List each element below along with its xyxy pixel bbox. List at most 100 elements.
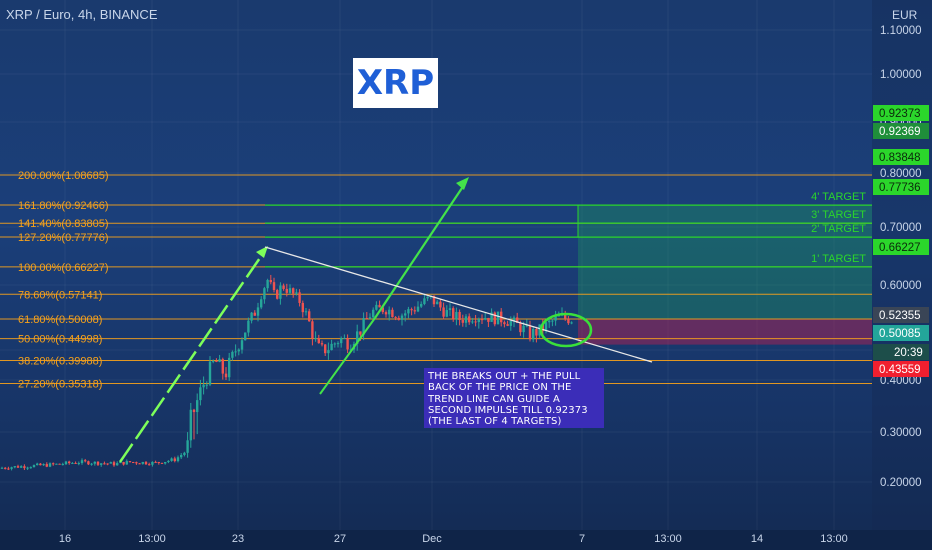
price-tag-text: 0.92369 [879,126,921,138]
arrow-head-icon [456,177,469,190]
candle-body [103,463,106,465]
time-axis-tick: 16 [59,533,71,545]
candle-body [71,462,74,464]
candle-body [295,292,298,294]
candle-body [192,409,196,413]
price-tag[interactable] [873,307,929,323]
time-axis-tick: 14 [751,533,763,545]
first-impulse-arrow[interactable] [118,251,266,463]
candle-body [180,455,183,458]
candle-body [375,304,378,310]
candle-body [359,331,362,335]
time-axis-tick: 27 [334,533,346,545]
candle-body [23,466,26,469]
candle-body [10,467,13,469]
candle-body [439,301,442,308]
price-tag[interactable] [873,344,929,360]
candle-body [167,460,170,462]
price-tag-text: 0.50085 [879,328,921,340]
fib-level-label: 200.00%(1.08685) [18,170,109,182]
candle-body [480,319,484,321]
candle-body [32,465,36,468]
price-axis: 1.100001.000000.900000.800000.700000.600… [872,0,932,530]
candle-body [7,468,10,470]
candle-body [215,360,218,362]
target-price-tag[interactable] [873,239,929,255]
candle-body [0,467,4,469]
price-tag[interactable] [873,123,929,139]
fib-level-label: 100.00%(0.66227) [18,262,109,274]
candle-body [551,320,554,322]
xrp-logo-text: XRP [353,58,438,108]
symbol-info[interactable]: XRP / Euro, 4h, BINANCE [6,7,158,22]
trend-line[interactable] [264,246,653,363]
candle-body [132,462,135,464]
candle-body [109,462,112,464]
pullback-line[interactable] [319,317,376,395]
candle-body [42,464,45,466]
candle-body [55,463,58,465]
target-price-tag[interactable] [873,179,929,195]
candle-body [327,350,330,354]
candle-body [516,317,519,323]
candle-body [400,315,404,320]
price-tag-text: 20:39 [894,347,923,359]
candle-body [106,463,109,465]
candle-body [285,288,288,293]
loss-zone [578,319,872,345]
candle-body [416,306,420,312]
candle-body [218,359,221,362]
analysis-annotation[interactable]: THE BREAKS OUT + THE PULL BACK OF THE PR… [424,368,604,428]
candle-body [567,318,570,324]
candle-body [336,343,340,345]
candle-body [346,338,349,350]
annotation-line: TREND LINE CAN GUIDE A [428,393,560,405]
candle-body [237,349,240,352]
price-tag[interactable] [873,325,929,341]
candle-body [298,292,301,303]
candle-body [151,461,154,465]
candle-body [548,320,551,323]
candle-body [311,321,314,339]
candle-body [224,373,228,378]
candle-body [474,321,477,323]
target-price-tag[interactable] [873,149,929,165]
second-impulse-arrow[interactable] [374,181,467,319]
fib-level-label: 61.80%(0.50008) [18,314,102,326]
candle-body [256,307,260,316]
target-price-tag-text: 0.77736 [879,182,921,194]
candle-body [231,351,234,358]
candle-body [148,464,151,466]
candle-body [176,457,180,462]
candle-body [263,288,266,300]
price-tag[interactable] [873,361,929,377]
candle-body [20,466,23,468]
candle-body [468,316,471,323]
candle-body [93,461,96,464]
fib-level-label: 27.20%(0.35318) [18,379,102,391]
fib-level-label: 78.60%(0.57141) [18,289,102,301]
target-label: 2' TARGET [811,223,866,235]
candle-body [68,461,71,464]
price-tag-text: 0.52355 [879,310,921,322]
price-axis-tick: 0.60000 [880,280,922,292]
candle-body [58,463,61,465]
target-price-tag[interactable] [873,105,929,121]
breakout-circle[interactable] [539,312,593,348]
candle-body [538,324,541,336]
fib-level-label: 161.80%(0.92466) [18,200,109,212]
candle-body [48,463,52,467]
candle-body [279,285,282,299]
candle-body [330,343,333,351]
candle-body [426,296,429,299]
candle-body [160,462,164,464]
candle-body [39,463,42,466]
candle-body [477,319,480,323]
time-axis-tick: 7 [579,533,585,545]
candle-body [372,309,375,318]
candle-body [391,309,394,318]
candle-body [301,302,304,313]
candle-body [253,312,256,316]
candle-body [61,464,64,466]
